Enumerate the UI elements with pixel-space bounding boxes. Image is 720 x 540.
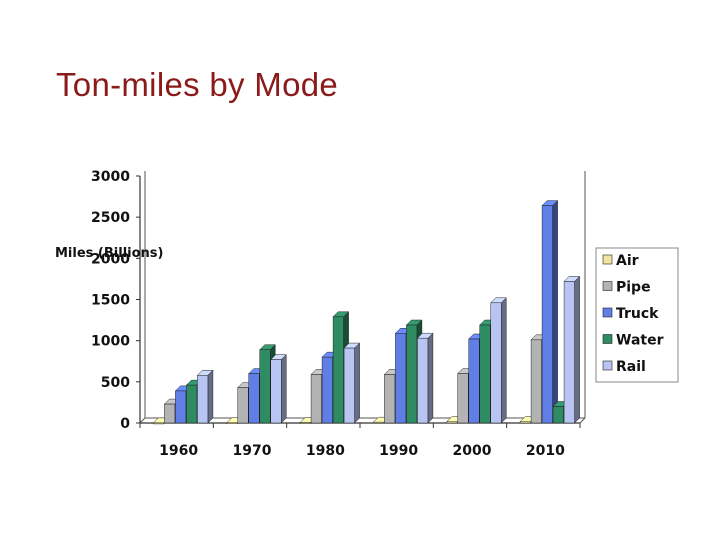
floor-corner-left [139, 417, 146, 424]
y-tick-label: 2000 [91, 251, 130, 267]
chart-legend: Air Pipe Truck Water Rail [595, 247, 679, 383]
x-tick-label: 1970 [233, 443, 272, 459]
slide-title: Ton-miles by Mode [56, 66, 339, 103]
legend-swatch [602, 254, 613, 265]
legend-swatch [602, 281, 613, 291]
bar-rail-1980 [343, 342, 361, 424]
legend-label: Water [616, 333, 664, 349]
y-axis-label: Miles (Billions) [55, 246, 163, 261]
legend-item-pipe: Pipe [602, 280, 651, 296]
legend-label: Air [616, 253, 639, 269]
y-tick-label: 1500 [91, 293, 130, 309]
bar-rail-2010 [563, 275, 581, 424]
bar-rail-1960 [196, 369, 214, 424]
y-tick-label: 1000 [91, 334, 130, 350]
y-tick-label: 2500 [91, 210, 130, 226]
legend-item-air: Air [602, 253, 639, 269]
floor-corner-right [579, 417, 586, 424]
x-tick-label: 1980 [306, 443, 345, 459]
legend-item-rail: Rail [602, 359, 646, 375]
chart-tick-labels: 0 500 1000 1500 2000 2500 3000 1960 1970 1980 1990… [91, 169, 565, 459]
bar-rail-1990 [416, 332, 434, 424]
legend-swatch [602, 360, 613, 371]
chart-bars [152, 200, 581, 425]
legend-label: Rail [616, 359, 646, 375]
y-tick-label: 500 [101, 375, 130, 391]
bar-rail-2000 [490, 297, 507, 424]
legend-box [595, 247, 679, 383]
legend-swatch [602, 334, 613, 344]
legend-label: Pipe [616, 280, 651, 296]
y-tick-label: 0 [120, 416, 130, 432]
bar-truck-2010 [541, 200, 559, 424]
legend-item-truck: Truck [602, 306, 659, 322]
x-tick-label: 1990 [379, 443, 418, 459]
legend-label: Truck [616, 306, 659, 322]
x-tick-label: 1960 [159, 443, 198, 459]
legend-item-water: Water [602, 333, 664, 349]
bar-rail-1970 [270, 353, 287, 424]
x-tick-label: 2000 [453, 443, 492, 459]
x-tick-label: 2010 [526, 443, 565, 459]
legend-swatch [602, 307, 613, 318]
y-tick-label: 3000 [91, 169, 130, 185]
chart-axes [136, 171, 586, 428]
